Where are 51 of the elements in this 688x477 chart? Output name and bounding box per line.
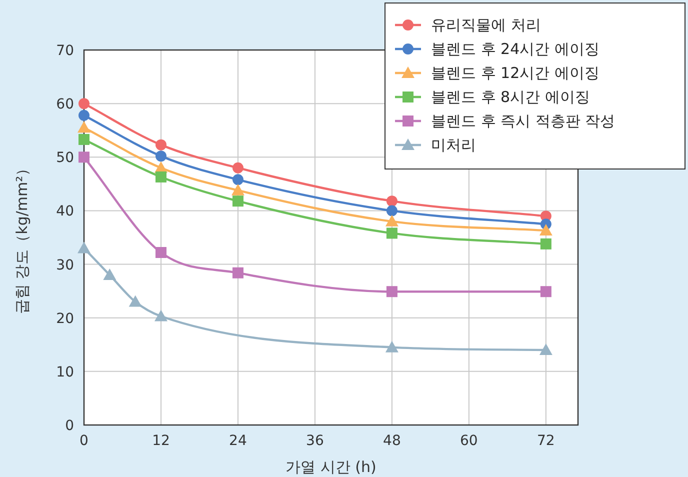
- legend-label: 블렌드 후 8시간 에이징: [431, 88, 590, 106]
- legend-label: 블렌드 후 즉시 적층판 작성: [431, 112, 616, 130]
- y-tick-label: 20: [56, 310, 74, 327]
- point: [78, 121, 90, 133]
- point: [386, 228, 398, 239]
- x-tick-label: 72: [537, 433, 555, 449]
- y-tick-label: 70: [56, 43, 74, 59]
- point: [385, 340, 398, 352]
- point: [232, 196, 244, 207]
- point: [386, 286, 398, 298]
- legend-label: 블렌드 후 24시간 에이징: [431, 40, 600, 58]
- x-tick-label: 0: [80, 433, 88, 449]
- x-tick-label: 48: [383, 433, 401, 449]
- point: [540, 286, 552, 298]
- point: [78, 110, 90, 121]
- point: [231, 184, 244, 196]
- legend-label: 유리직물에 처리: [431, 16, 541, 34]
- y-tick-label: 40: [56, 204, 74, 220]
- point: [232, 267, 244, 278]
- legend-label: 블렌드 후 12시간 에이징: [431, 64, 600, 82]
- point: [128, 295, 142, 307]
- point: [103, 268, 116, 280]
- point: [78, 242, 90, 254]
- point: [539, 344, 552, 355]
- point: [155, 150, 166, 162]
- y-tick-label: 30: [56, 257, 74, 274]
- point: [78, 134, 90, 145]
- x-tick-label: 60: [460, 433, 478, 449]
- point: [232, 162, 244, 174]
- point: [155, 171, 166, 182]
- point: [78, 152, 90, 163]
- y-tick-label: 60: [56, 96, 74, 113]
- x-axis-title: 가열 시간 (h): [286, 458, 376, 476]
- point: [539, 224, 552, 236]
- legend-label: 미처리: [431, 136, 476, 154]
- y-tick-label: 50: [56, 150, 74, 166]
- point: [540, 238, 552, 250]
- point: [386, 205, 398, 216]
- x-tick-label: 24: [229, 433, 247, 449]
- x-tick-label: 12: [152, 433, 170, 449]
- point: [155, 139, 166, 150]
- point: [386, 196, 398, 207]
- y-tick-label: 10: [56, 364, 74, 380]
- y-tick-label: 0: [65, 418, 74, 434]
- point: [155, 247, 166, 258]
- point: [78, 98, 90, 110]
- point: [232, 174, 244, 186]
- point: [154, 310, 168, 322]
- x-tick-label: 36: [306, 433, 324, 449]
- y-axis-title: 굽힘 강도（kg/mm²）: [13, 160, 31, 314]
- point: [385, 214, 398, 226]
